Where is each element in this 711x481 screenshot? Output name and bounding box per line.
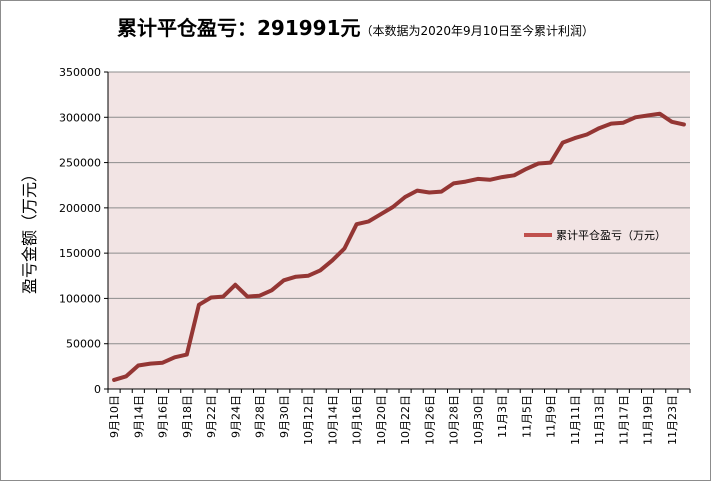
data-point (415, 189, 419, 193)
data-point (282, 278, 286, 282)
data-point (500, 175, 504, 179)
data-point (439, 189, 444, 194)
data-point (318, 268, 322, 272)
axes (107, 72, 691, 393)
x-tick-label: 10月20日 (375, 395, 388, 445)
x-tick-label: 10月22日 (399, 395, 412, 445)
data-point (524, 167, 528, 171)
data-point (209, 295, 213, 300)
data-point (573, 136, 577, 140)
series-group (112, 111, 686, 382)
data-point (148, 362, 153, 366)
x-tick-label: 10月30日 (472, 395, 485, 445)
x-tick-label: 11月9日 (545, 395, 558, 438)
x-tick-label: 10月28日 (448, 395, 461, 445)
y-tick-label: 350000 (59, 66, 101, 79)
data-point (464, 179, 468, 184)
data-point (330, 258, 334, 262)
y-tick-label: 300000 (59, 111, 101, 124)
data-point (257, 294, 262, 298)
y-tick-label: 50000 (66, 338, 101, 351)
data-point (294, 275, 298, 279)
x-tick-label: 11月17日 (617, 395, 630, 445)
y-tick-labels: 0 50000 100000 150000 200000 250000 300000 3500… (59, 66, 101, 396)
x-tick-label: 10月26日 (423, 395, 436, 445)
data-point (112, 378, 116, 382)
x-tick-label: 11月11日 (569, 395, 582, 445)
data-point (245, 295, 250, 299)
data-point (270, 288, 274, 292)
data-point (536, 161, 541, 166)
data-point (670, 120, 674, 124)
chart-title-note: （本数据为2020年9月10日至今累计利润） (360, 24, 594, 38)
data-point (476, 177, 480, 181)
series-line (112, 111, 686, 382)
x-tick-labels: 9月10日 9月14日 9月16日 9月18日 9月22日 9月24日 9月28日 9月30日… (108, 395, 679, 445)
chart-title: 累计平仓盈亏：291991元（本数据为2020年9月10日至今累计利润） (0, 12, 711, 41)
chart-title-main: 累计平仓盈亏：291991元 (117, 16, 361, 40)
data-point (548, 160, 553, 165)
plot-area (108, 72, 690, 389)
data-point (633, 115, 638, 119)
x-tick-label: 10月16日 (351, 395, 364, 445)
y-tick-label: 100000 (59, 292, 101, 305)
data-point (488, 178, 492, 182)
data-point (185, 352, 189, 357)
data-point (597, 126, 601, 130)
x-tick-label: 11月5日 (520, 395, 533, 438)
data-point (367, 219, 371, 224)
legend: 累计平仓盈亏（万元） (524, 226, 666, 244)
x-tick-label: 9月18日 (181, 395, 194, 438)
data-point (233, 283, 237, 287)
x-tick-label: 9月14日 (132, 395, 145, 438)
data-point (512, 173, 516, 177)
x-tick-label: 10月12日 (302, 395, 315, 445)
data-point (221, 295, 225, 299)
data-point (427, 190, 431, 195)
data-point (379, 212, 383, 216)
x-tick-label: 11月23日 (666, 395, 679, 445)
data-point (609, 122, 613, 126)
x-tick-label: 9月28日 (254, 395, 267, 438)
data-point (403, 195, 407, 199)
x-tick-label: 11月13日 (593, 395, 606, 445)
data-point (561, 141, 565, 145)
data-point (342, 247, 347, 251)
data-point (124, 374, 128, 378)
x-tick-label: 9月22日 (205, 395, 218, 438)
data-point (658, 112, 662, 116)
data-point (160, 361, 165, 365)
y-tick-label: 150000 (59, 247, 101, 260)
y-tick-label: 200000 (59, 202, 101, 215)
data-point (173, 355, 177, 359)
data-point (682, 122, 686, 127)
x-tick-label: 10月14日 (326, 395, 339, 445)
data-point (391, 205, 395, 209)
x-tick-label: 9月24日 (229, 395, 242, 438)
data-point (197, 303, 201, 307)
legend-label: 累计平仓盈亏（万元） (556, 229, 666, 242)
data-point (621, 121, 625, 125)
x-tick-label: 9月16日 (157, 395, 170, 438)
y-tick-label: 250000 (59, 157, 101, 170)
data-point (585, 132, 589, 137)
x-tick-label: 9月10日 (108, 395, 121, 438)
x-tick-label: 9月30日 (278, 395, 291, 438)
x-tick-label: 11月19日 (642, 395, 655, 445)
data-point (354, 222, 359, 226)
data-point (136, 363, 140, 368)
y-tick-label: 0 (94, 383, 101, 396)
data-point (306, 274, 310, 278)
data-point (645, 113, 650, 118)
data-point (451, 181, 456, 186)
legend-swatch (524, 233, 552, 237)
x-tick-label: 11月3日 (496, 395, 509, 438)
